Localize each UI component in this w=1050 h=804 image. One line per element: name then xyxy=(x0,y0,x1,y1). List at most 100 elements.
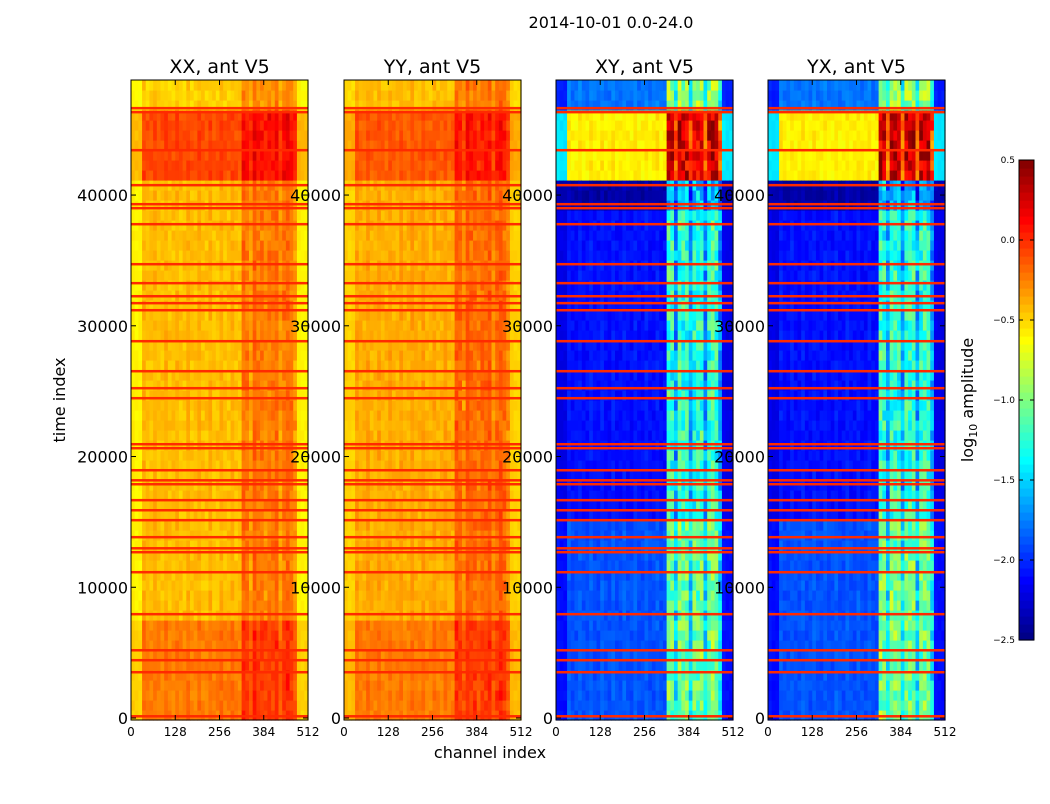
heatmap-cell xyxy=(366,470,370,481)
heatmap-cell xyxy=(377,640,381,651)
heatmap-cell xyxy=(179,400,183,411)
heatmap-cell xyxy=(238,330,242,341)
heatmap-cell xyxy=(418,680,422,691)
heatmap-cell xyxy=(256,350,260,361)
heatmap-cell xyxy=(370,130,374,141)
heatmap-cell xyxy=(355,530,359,541)
heatmap-cell xyxy=(131,640,135,651)
heatmap-cell xyxy=(142,90,146,101)
heatmap-cell xyxy=(197,320,201,331)
heatmap-cell xyxy=(212,640,216,651)
heatmap-cell xyxy=(396,700,400,711)
heatmap-cell xyxy=(282,520,286,531)
heatmap-cell xyxy=(212,120,216,131)
heatmap-cell xyxy=(157,120,161,131)
heatmap-cell xyxy=(249,160,253,171)
heatmap-cell xyxy=(425,470,429,481)
heatmap-cell xyxy=(208,80,212,91)
heatmap-cell xyxy=(172,410,176,421)
heatmap-cell xyxy=(381,320,385,331)
heatmap-cell xyxy=(436,400,440,411)
heatmap-cell xyxy=(399,590,403,601)
heatmap-cell xyxy=(153,80,157,91)
heatmap-cell xyxy=(194,700,198,711)
heatmap-cell xyxy=(183,530,187,541)
heatmap-cell xyxy=(153,210,157,221)
heatmap-cell xyxy=(267,360,271,371)
heatmap-cell xyxy=(282,280,286,291)
heatmap-cell xyxy=(388,170,392,181)
heatmap-cell xyxy=(183,620,187,631)
heatmap-cell xyxy=(245,470,249,481)
heatmap-cell xyxy=(293,250,297,261)
heatmap-cell xyxy=(242,170,246,181)
heatmap-cell xyxy=(249,660,253,671)
heatmap-cell xyxy=(238,700,242,711)
heatmap-cell xyxy=(374,530,378,541)
heatmap-cell xyxy=(282,310,286,321)
heatmap-cell xyxy=(227,430,231,441)
heatmap-cell xyxy=(264,360,268,371)
heatmap-cell xyxy=(403,190,407,201)
heatmap-cell xyxy=(407,130,411,141)
heatmap-cell xyxy=(212,210,216,221)
heatmap-cell xyxy=(172,400,176,411)
heatmap-cell xyxy=(231,250,235,261)
heatmap-cell xyxy=(282,240,286,251)
heatmap-cell xyxy=(149,680,153,691)
heatmap-cell xyxy=(186,450,190,461)
heatmap-cell xyxy=(186,400,190,411)
heatmap-cell xyxy=(385,660,389,671)
heatmap-cell xyxy=(286,150,290,161)
heatmap-cell xyxy=(396,470,400,481)
heatmap-cell xyxy=(264,630,268,641)
heatmap-cell xyxy=(407,150,411,161)
heatmap-cell xyxy=(168,430,172,441)
heatmap-cell xyxy=(190,630,194,641)
heatmap-cell xyxy=(362,210,366,221)
heatmap-cell xyxy=(227,620,231,631)
heatmap-cell xyxy=(146,640,150,651)
heatmap-cell xyxy=(436,470,440,481)
heatmap-cell xyxy=(186,630,190,641)
heatmap-cell xyxy=(242,680,246,691)
heatmap-cell xyxy=(242,320,246,331)
heatmap-cell xyxy=(275,590,279,601)
heatmap-cell xyxy=(153,630,157,641)
heatmap-cell xyxy=(234,700,238,711)
heatmap-cell xyxy=(282,410,286,421)
heatmap-cell xyxy=(421,80,425,91)
heatmap-cell xyxy=(138,410,142,421)
heatmap-cell xyxy=(403,80,407,91)
heatmap-cell xyxy=(234,150,238,161)
heatmap-cell xyxy=(362,520,366,531)
heatmap-cell xyxy=(362,620,366,631)
heatmap-cell xyxy=(444,600,448,611)
heatmap-cell xyxy=(172,310,176,321)
heatmap-cell xyxy=(249,530,253,541)
heatmap-cell xyxy=(131,410,135,421)
heatmap-cell xyxy=(190,250,194,261)
heatmap-cell xyxy=(256,130,260,141)
heatmap-cell xyxy=(186,230,190,241)
heatmap-cell xyxy=(172,530,176,541)
heatmap-cell xyxy=(223,350,227,361)
heatmap-cell xyxy=(444,470,448,481)
heatmap-cell xyxy=(245,160,249,171)
heatmap-cell xyxy=(362,170,366,181)
heatmap-cell xyxy=(293,170,297,181)
heatmap-cell xyxy=(149,250,153,261)
heatmap-cell xyxy=(253,80,257,91)
heatmap-cell xyxy=(138,600,142,611)
heatmap-cell xyxy=(447,700,451,711)
heatmap-cell xyxy=(429,560,433,571)
heatmap-cell xyxy=(355,450,359,461)
heatmap-cell xyxy=(253,250,257,261)
heatmap-cell xyxy=(238,410,242,421)
flagged-row xyxy=(131,223,308,226)
heatmap-cell xyxy=(245,630,249,641)
flagged-row xyxy=(131,111,308,114)
heatmap-cell xyxy=(403,90,407,101)
heatmap-cell xyxy=(260,280,264,291)
heatmap-cell xyxy=(153,130,157,141)
